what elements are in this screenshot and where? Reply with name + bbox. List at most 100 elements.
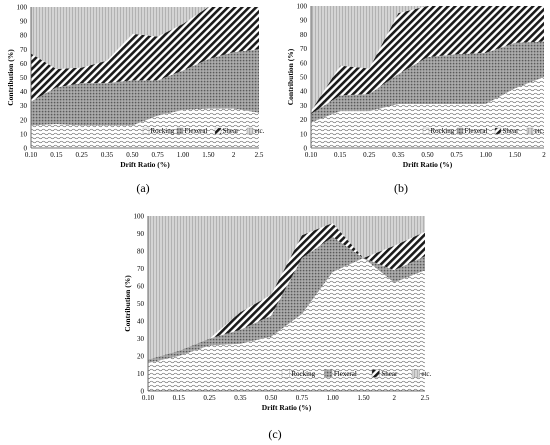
legend: Rocking Flexeral Shear etc. — [142, 127, 265, 135]
x-tick-label: 2 — [392, 394, 396, 402]
x-tick-label: 1.50 — [357, 394, 370, 402]
y-tick-label: 20 — [20, 116, 28, 124]
x-tick-label: 0.10 — [25, 151, 38, 159]
y-tick-label: 40 — [20, 88, 28, 96]
y-tick-label: 10 — [20, 130, 28, 138]
x-axis-label: Drift Ratio (%) — [403, 160, 453, 169]
y-tick-label: 30 — [20, 102, 28, 110]
legend-swatch — [526, 127, 534, 135]
legend-swatch — [371, 369, 380, 378]
x-tick-label: 0.10 — [142, 394, 155, 402]
legend-label: Rocking — [291, 370, 315, 378]
y-tick-label: 70 — [300, 45, 308, 53]
x-tick-label: 1.50 — [509, 151, 522, 159]
y-tick-label: 0 — [141, 388, 145, 396]
x-tick-label: 0.25 — [76, 151, 89, 159]
y-tick-label: 90 — [20, 18, 28, 26]
legend-label: etc. — [535, 127, 545, 135]
legend-swatch — [281, 369, 290, 378]
y-tick-label: 70 — [137, 265, 145, 273]
y-tick-label: 50 — [300, 74, 308, 82]
y-tick-label: 90 — [137, 230, 145, 238]
area-etc — [311, 6, 544, 112]
caption-b: (b) — [394, 181, 408, 195]
y-tick-label: 80 — [300, 31, 308, 39]
y-tick-label: 30 — [300, 102, 308, 110]
legend-label: etc. — [421, 370, 431, 378]
legend-label: Shear — [223, 127, 240, 135]
y-tick-label: 20 — [300, 116, 308, 124]
legend-swatch — [246, 127, 254, 135]
area-flexeral — [31, 49, 259, 126]
y-tick-label: 60 — [20, 60, 28, 68]
caption-c: (c) — [268, 427, 281, 441]
legend-swatch — [324, 369, 333, 378]
x-tick-label: 0.35 — [234, 394, 247, 402]
y-tick-label: 100 — [134, 213, 145, 221]
legend-swatch — [422, 127, 430, 135]
y-tick-label: 10 — [300, 130, 308, 138]
area-flexeral — [311, 41, 544, 123]
y-tick-label: 0 — [304, 145, 308, 153]
y-tick-label: 60 — [300, 59, 308, 67]
y-tick-label: 80 — [137, 248, 145, 256]
x-tick-label: 0.35 — [392, 151, 405, 159]
legend-swatch — [411, 369, 420, 378]
y-tick-label: 30 — [137, 335, 145, 343]
y-tick-label: 10 — [137, 370, 145, 378]
y-tick-label: 50 — [137, 300, 145, 308]
legend-label: Rocking — [431, 127, 455, 135]
legend-swatch — [176, 127, 184, 135]
x-tick-label: 0.75 — [152, 151, 165, 159]
legend-swatch — [142, 127, 150, 135]
area-etc — [148, 216, 425, 360]
x-tick-label: 0.15 — [173, 394, 186, 402]
legend-swatch — [494, 127, 502, 135]
x-tick-label: 2 — [542, 151, 546, 159]
legend-swatch — [456, 127, 464, 135]
x-tick-label: 1.50 — [202, 151, 215, 159]
area-shear — [311, 6, 544, 114]
y-tick-label: 50 — [20, 74, 28, 82]
chart-c: 0 10 20 30 40 50 60 70 80 90 100 0.10 0.15 0.25 0.35 0.… — [123, 213, 432, 413]
area-rocking — [311, 77, 544, 148]
y-tick-label: 70 — [20, 46, 28, 54]
x-tick-label: 0.50 — [126, 151, 139, 159]
x-tick-label: 0.25 — [363, 151, 376, 159]
x-tick-label: 0.10 — [305, 151, 318, 159]
x-tick-label: 0.35 — [101, 151, 114, 159]
x-tick-label: 0.25 — [203, 394, 216, 402]
legend-swatch — [214, 127, 222, 135]
x-tick-label: 0.75 — [296, 394, 309, 402]
y-axis-label: Contribution (%) — [6, 49, 15, 106]
area-etc — [31, 7, 259, 70]
y-tick-label: 40 — [137, 318, 145, 326]
y-tick-label: 90 — [300, 17, 308, 25]
x-tick-label: 2.5 — [255, 151, 264, 159]
y-tick-label: 100 — [17, 4, 28, 12]
chart-a: 0 10 20 30 40 50 60 70 80 90 100 0.10 0.15 0.25 0.35 0.… — [6, 4, 265, 170]
legend-label: etc. — [255, 127, 265, 135]
caption-a: (a) — [136, 181, 149, 195]
x-axis-label: Drift Ratio (%) — [120, 160, 170, 169]
x-axis-label: Drift Ratio (%) — [262, 403, 312, 412]
y-axis-label: Contribution (%) — [286, 48, 295, 105]
legend-label: Shear — [503, 127, 520, 135]
legend-label: Flexeral — [185, 127, 208, 135]
x-tick-label: 0.50 — [421, 151, 434, 159]
y-tick-label: 20 — [137, 353, 145, 361]
y-tick-label: 60 — [137, 283, 145, 291]
y-axis-label: Contribution (%) — [123, 275, 132, 332]
x-tick-label: 0.15 — [50, 151, 63, 159]
legend-label: Flexeral — [465, 127, 488, 135]
y-tick-label: 40 — [300, 88, 308, 96]
area-shear — [31, 7, 259, 102]
legend: Rocking Flexeral Shear etc. — [422, 127, 545, 135]
chart-b: 0 10 20 30 40 50 60 70 80 90 100 0.10 0.15 0.25 0.35 0.… — [286, 3, 546, 170]
x-tick-label: 1.00 — [177, 151, 190, 159]
area-rocking — [148, 258, 425, 391]
x-tick-label: 2.5 — [421, 394, 430, 402]
y-tick-label: 80 — [20, 32, 28, 40]
x-tick-label: 0.50 — [265, 394, 278, 402]
